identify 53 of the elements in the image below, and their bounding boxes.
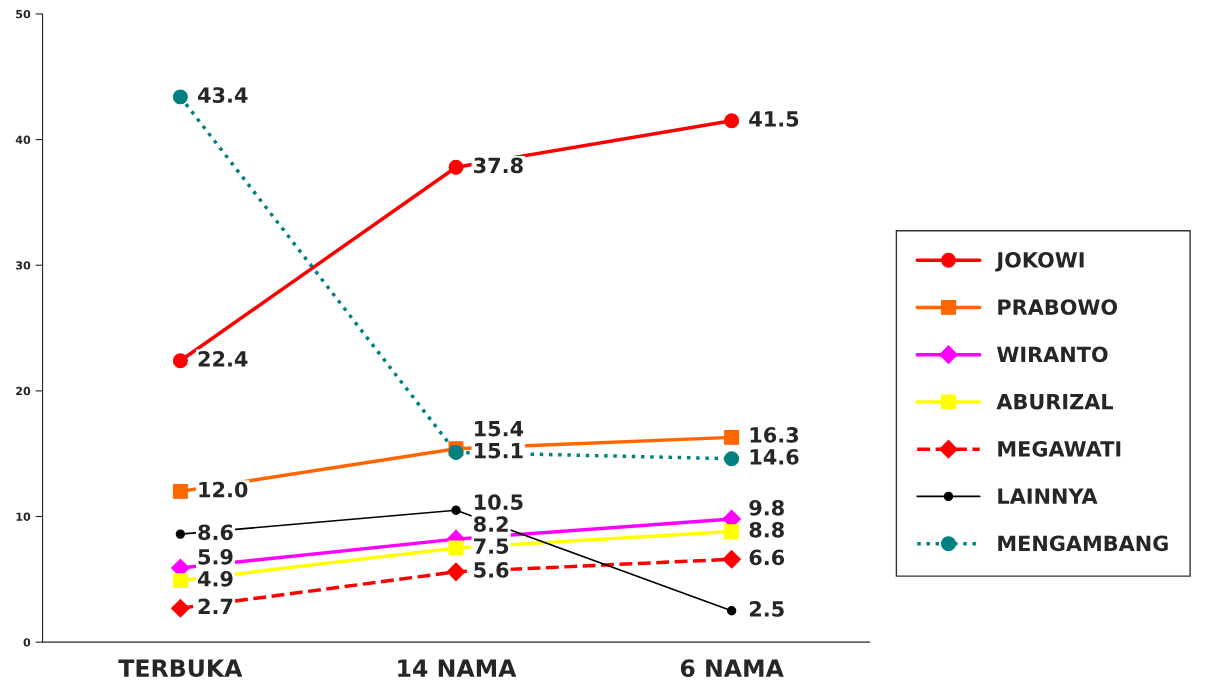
data-label: 8.8: [749, 521, 784, 538]
point: [724, 113, 740, 129]
data-label: 22.4: [198, 351, 248, 367]
legend-label: LAINNYA: [998, 488, 1098, 504]
point: [171, 598, 190, 618]
data-label: 15.4: [475, 421, 524, 437]
data-label: 37.8: [474, 157, 523, 174]
point: [446, 562, 466, 582]
data-label: 10.5: [475, 494, 523, 510]
y-tick-label: 10: [16, 512, 31, 521]
data-label: 41.5: [749, 111, 799, 127]
data-label: 12.0: [199, 481, 248, 498]
legend-label: MEGAWATI: [998, 440, 1121, 457]
point: [172, 89, 188, 105]
data-label: 2.5: [749, 601, 784, 617]
x-tick-label: TERBUKA: [118, 659, 243, 678]
legend-label: MENGAMBANG: [998, 535, 1168, 552]
legend-label: PRABOWO: [998, 299, 1118, 315]
y-tick-label: 40: [15, 135, 31, 144]
data-label: 14.6: [750, 449, 799, 465]
data-label: 8.6: [198, 524, 233, 541]
point: [724, 429, 740, 445]
legend-label: WIRANTO: [997, 346, 1108, 363]
x-tick-label: 6 NAMA: [680, 659, 784, 678]
point: [448, 540, 464, 556]
y-tick-label: 20: [16, 386, 31, 396]
y-tick-label: 0: [23, 638, 31, 647]
legend-label: JOKOWI: [995, 251, 1084, 272]
y-tick-label: 30: [16, 261, 31, 270]
point: [724, 451, 740, 467]
data-label: 16.3: [750, 427, 799, 443]
y-tick-label: 50: [16, 9, 31, 19]
point: [448, 159, 464, 175]
data-label: 2.7: [198, 598, 233, 614]
data-label: 7.5: [474, 538, 509, 554]
x-tick-label: 14 NAMA: [398, 659, 517, 677]
data-label: 5.6: [474, 562, 509, 578]
data-label: 8.2: [473, 516, 508, 532]
point: [175, 529, 186, 539]
point: [172, 353, 188, 369]
data-label: 4.9: [197, 570, 233, 587]
data-label: 15.1: [475, 443, 523, 459]
data-label: 5.9: [198, 548, 233, 565]
legend-label: ABURIZAL: [996, 394, 1114, 410]
point: [172, 483, 188, 499]
point: [724, 524, 740, 540]
data-label: 9.8: [749, 499, 784, 516]
point: [722, 549, 741, 569]
data-label: 43.4: [197, 87, 248, 103]
data-label: 6.6: [749, 549, 785, 566]
point: [172, 573, 188, 589]
point: [451, 505, 461, 515]
point: [726, 606, 737, 616]
